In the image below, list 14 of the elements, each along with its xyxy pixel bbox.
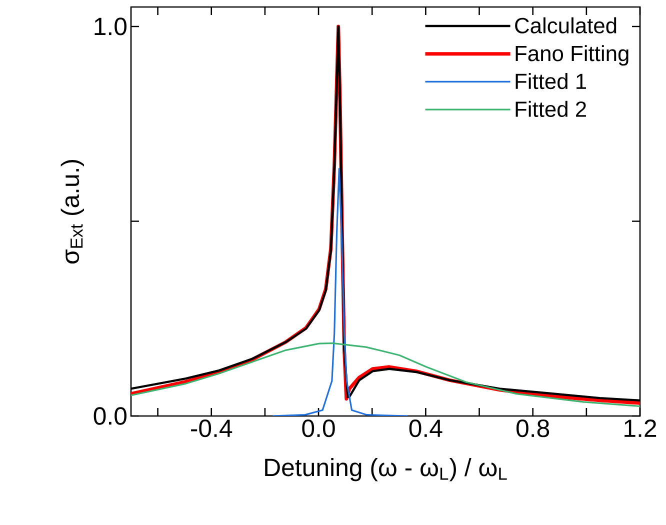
x-tick-label: 0.8 [516,420,550,438]
line-series [131,342,640,408]
legend-label: Calculated [515,17,616,34]
y-tick-label: 1.0 [94,18,127,36]
x-tick-label: 0.0 [302,420,335,438]
line-series [272,168,409,416]
x-tick-label: -0.4 [191,420,232,438]
y-axis-title: σ$_{Ext}$ (a.u.) [60,160,84,264]
x-tick-label: 1.2 [624,420,656,437]
legend-label: Fano Fitting [516,45,628,66]
x-tick-label: 0.4 [409,420,442,438]
legend-label: Fitted 2 [516,100,586,117]
x-axis-title: Detuning (ω - ω$_{L}$) / ω$_{L}$ [265,458,507,482]
legend-label: Fitted 1 [516,73,586,90]
